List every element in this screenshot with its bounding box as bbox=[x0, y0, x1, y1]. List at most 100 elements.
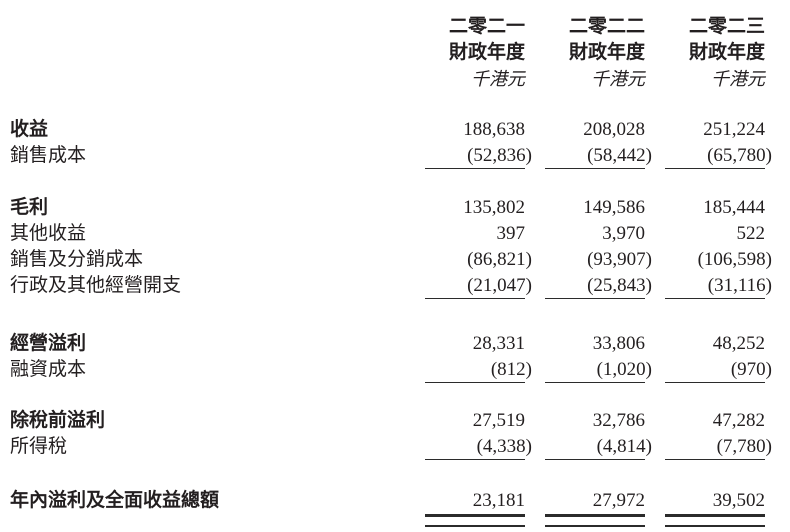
col-header-period-2022: 財政年度 bbox=[568, 42, 645, 63]
table-row-other-income: 其他收益 397 3,970 522 bbox=[0, 221, 765, 247]
cell-value: 39,502 bbox=[712, 490, 765, 511]
cell-value: (31,116) bbox=[707, 275, 772, 296]
table-row-total-profit-comprehensive-income: 年內溢利及全面收益總額 23,181 27,972 39,502 bbox=[0, 488, 765, 527]
cell: 39,502 bbox=[665, 488, 765, 527]
cell-value: 32,786 bbox=[592, 410, 645, 431]
cell-value: (4,338) bbox=[476, 436, 532, 457]
cell-value: 3,970 bbox=[602, 223, 645, 244]
cell-value: (93,907) bbox=[587, 249, 652, 270]
table-row-operating-profit: 經營溢利 28,331 33,806 48,252 bbox=[0, 331, 765, 357]
col-header-unit-2021: 千港元 bbox=[471, 69, 525, 89]
cell-value: (58,442) bbox=[587, 145, 652, 166]
row-label: 收益 bbox=[10, 119, 49, 140]
cell: 522 bbox=[665, 221, 766, 247]
header-label-spacer bbox=[0, 66, 405, 92]
header-row-period: 財政年度 財政年度 財政年度 bbox=[0, 40, 765, 66]
row-label: 毛利 bbox=[10, 197, 49, 218]
header-label-spacer bbox=[0, 14, 405, 40]
cell: (21,047) bbox=[425, 273, 532, 299]
cell: 185,444 bbox=[665, 195, 765, 221]
table-row-profit-before-tax: 除稅前溢利 27,519 32,786 47,282 bbox=[0, 408, 765, 434]
cell: 149,586 bbox=[545, 195, 645, 221]
cell-value: (1,020) bbox=[596, 359, 652, 380]
header-label-spacer bbox=[0, 40, 405, 66]
cell: (58,442) bbox=[545, 143, 652, 169]
section-spacer bbox=[0, 92, 765, 117]
col-header-unit-2022: 千港元 bbox=[591, 69, 645, 89]
row-label: 經營溢利 bbox=[10, 333, 87, 354]
row-label: 除稅前溢利 bbox=[10, 410, 106, 431]
row-label: 行政及其他經營開支 bbox=[10, 275, 182, 296]
row-label: 其他收益 bbox=[10, 223, 87, 244]
cell: (4,338) bbox=[425, 434, 532, 460]
cell: (52,836) bbox=[425, 143, 532, 169]
cell-value: 208,028 bbox=[583, 119, 645, 140]
cell-value: (970) bbox=[730, 359, 772, 380]
col-header-year-2021: 二零二一 bbox=[448, 16, 525, 37]
cell-value: 522 bbox=[736, 223, 766, 244]
row-label: 融資成本 bbox=[10, 359, 87, 380]
col-header-unit-2023: 千港元 bbox=[711, 69, 765, 89]
table-row-gross-profit: 毛利 135,802 149,586 185,444 bbox=[0, 195, 765, 221]
cell-value: 28,331 bbox=[472, 333, 525, 354]
cell: 32,786 bbox=[545, 408, 645, 434]
cell-value: (86,821) bbox=[467, 249, 532, 270]
row-label: 年內溢利及全面收益總額 bbox=[10, 490, 220, 511]
section-spacer bbox=[0, 383, 765, 408]
cell-value: (21,047) bbox=[467, 275, 532, 296]
cell-value: (52,836) bbox=[467, 145, 532, 166]
cell-value: (812) bbox=[490, 359, 532, 380]
cell: 3,970 bbox=[545, 221, 645, 247]
cell: 28,331 bbox=[425, 331, 525, 357]
cell: (1,020) bbox=[545, 357, 652, 383]
cell: 47,282 bbox=[665, 408, 765, 434]
cell-value: (106,598) bbox=[697, 249, 772, 270]
cell-value: 149,586 bbox=[583, 197, 645, 218]
cell-value: 27,972 bbox=[592, 490, 645, 511]
table-row-cost-of-sales: 銷售成本 (52,836) (58,442) (65,780) bbox=[0, 143, 772, 169]
cell: 188,638 bbox=[425, 117, 525, 143]
row-label: 銷售及分銷成本 bbox=[10, 249, 144, 270]
cell-value: (4,814) bbox=[596, 436, 652, 457]
cell: 33,806 bbox=[545, 331, 645, 357]
cell-value: 251,224 bbox=[703, 119, 765, 140]
section-spacer bbox=[0, 169, 765, 195]
cell: 23,181 bbox=[425, 488, 525, 527]
cell-value: 27,519 bbox=[472, 410, 525, 431]
col-header-period-2023: 財政年度 bbox=[688, 42, 765, 63]
cell-value: (25,843) bbox=[587, 275, 652, 296]
header-row-unit: 千港元 千港元 千港元 bbox=[0, 66, 765, 92]
cell: (31,116) bbox=[665, 273, 772, 299]
cell: (7,780) bbox=[665, 434, 772, 460]
cell-value: 47,282 bbox=[712, 410, 765, 431]
cell-value: 188,638 bbox=[463, 119, 525, 140]
cell: 397 bbox=[425, 221, 526, 247]
cell-value: 135,802 bbox=[463, 197, 525, 218]
cell: 208,028 bbox=[545, 117, 645, 143]
header-row-year: 二零二一 二零二二 二零二三 bbox=[0, 14, 765, 40]
cell-value: (65,780) bbox=[707, 145, 772, 166]
cell: 48,252 bbox=[665, 331, 765, 357]
section-spacer bbox=[0, 460, 765, 488]
table-row-revenue: 收益 188,638 208,028 251,224 bbox=[0, 117, 765, 143]
cell-value: 397 bbox=[496, 223, 526, 244]
section-spacer bbox=[0, 299, 765, 331]
cell-value: 185,444 bbox=[703, 197, 765, 218]
cell: 27,519 bbox=[425, 408, 525, 434]
table-row-admin-operating-expenses: 行政及其他經營開支 (21,047) (25,843) (31,116) bbox=[0, 273, 772, 299]
table-header: 二零二一 二零二二 二零二三 財政年度 財政年度 財政年度 千港元 千港元 千港… bbox=[0, 14, 765, 92]
cell: (4,814) bbox=[545, 434, 652, 460]
row-label: 銷售成本 bbox=[10, 145, 87, 166]
cell: (25,843) bbox=[545, 273, 652, 299]
cell-value: (7,780) bbox=[716, 436, 772, 457]
cell: 135,802 bbox=[425, 195, 525, 221]
cell: (812) bbox=[425, 357, 532, 383]
cell-value: 48,252 bbox=[712, 333, 765, 354]
col-header-year-2022: 二零二二 bbox=[568, 16, 645, 37]
table-row-finance-costs: 融資成本 (812) (1,020) (970) bbox=[0, 357, 772, 383]
cell: 27,972 bbox=[545, 488, 645, 527]
table-row-income-tax: 所得稅 (4,338) (4,814) (7,780) bbox=[0, 434, 772, 460]
cell: (106,598) bbox=[665, 247, 772, 273]
cell: (93,907) bbox=[545, 247, 652, 273]
